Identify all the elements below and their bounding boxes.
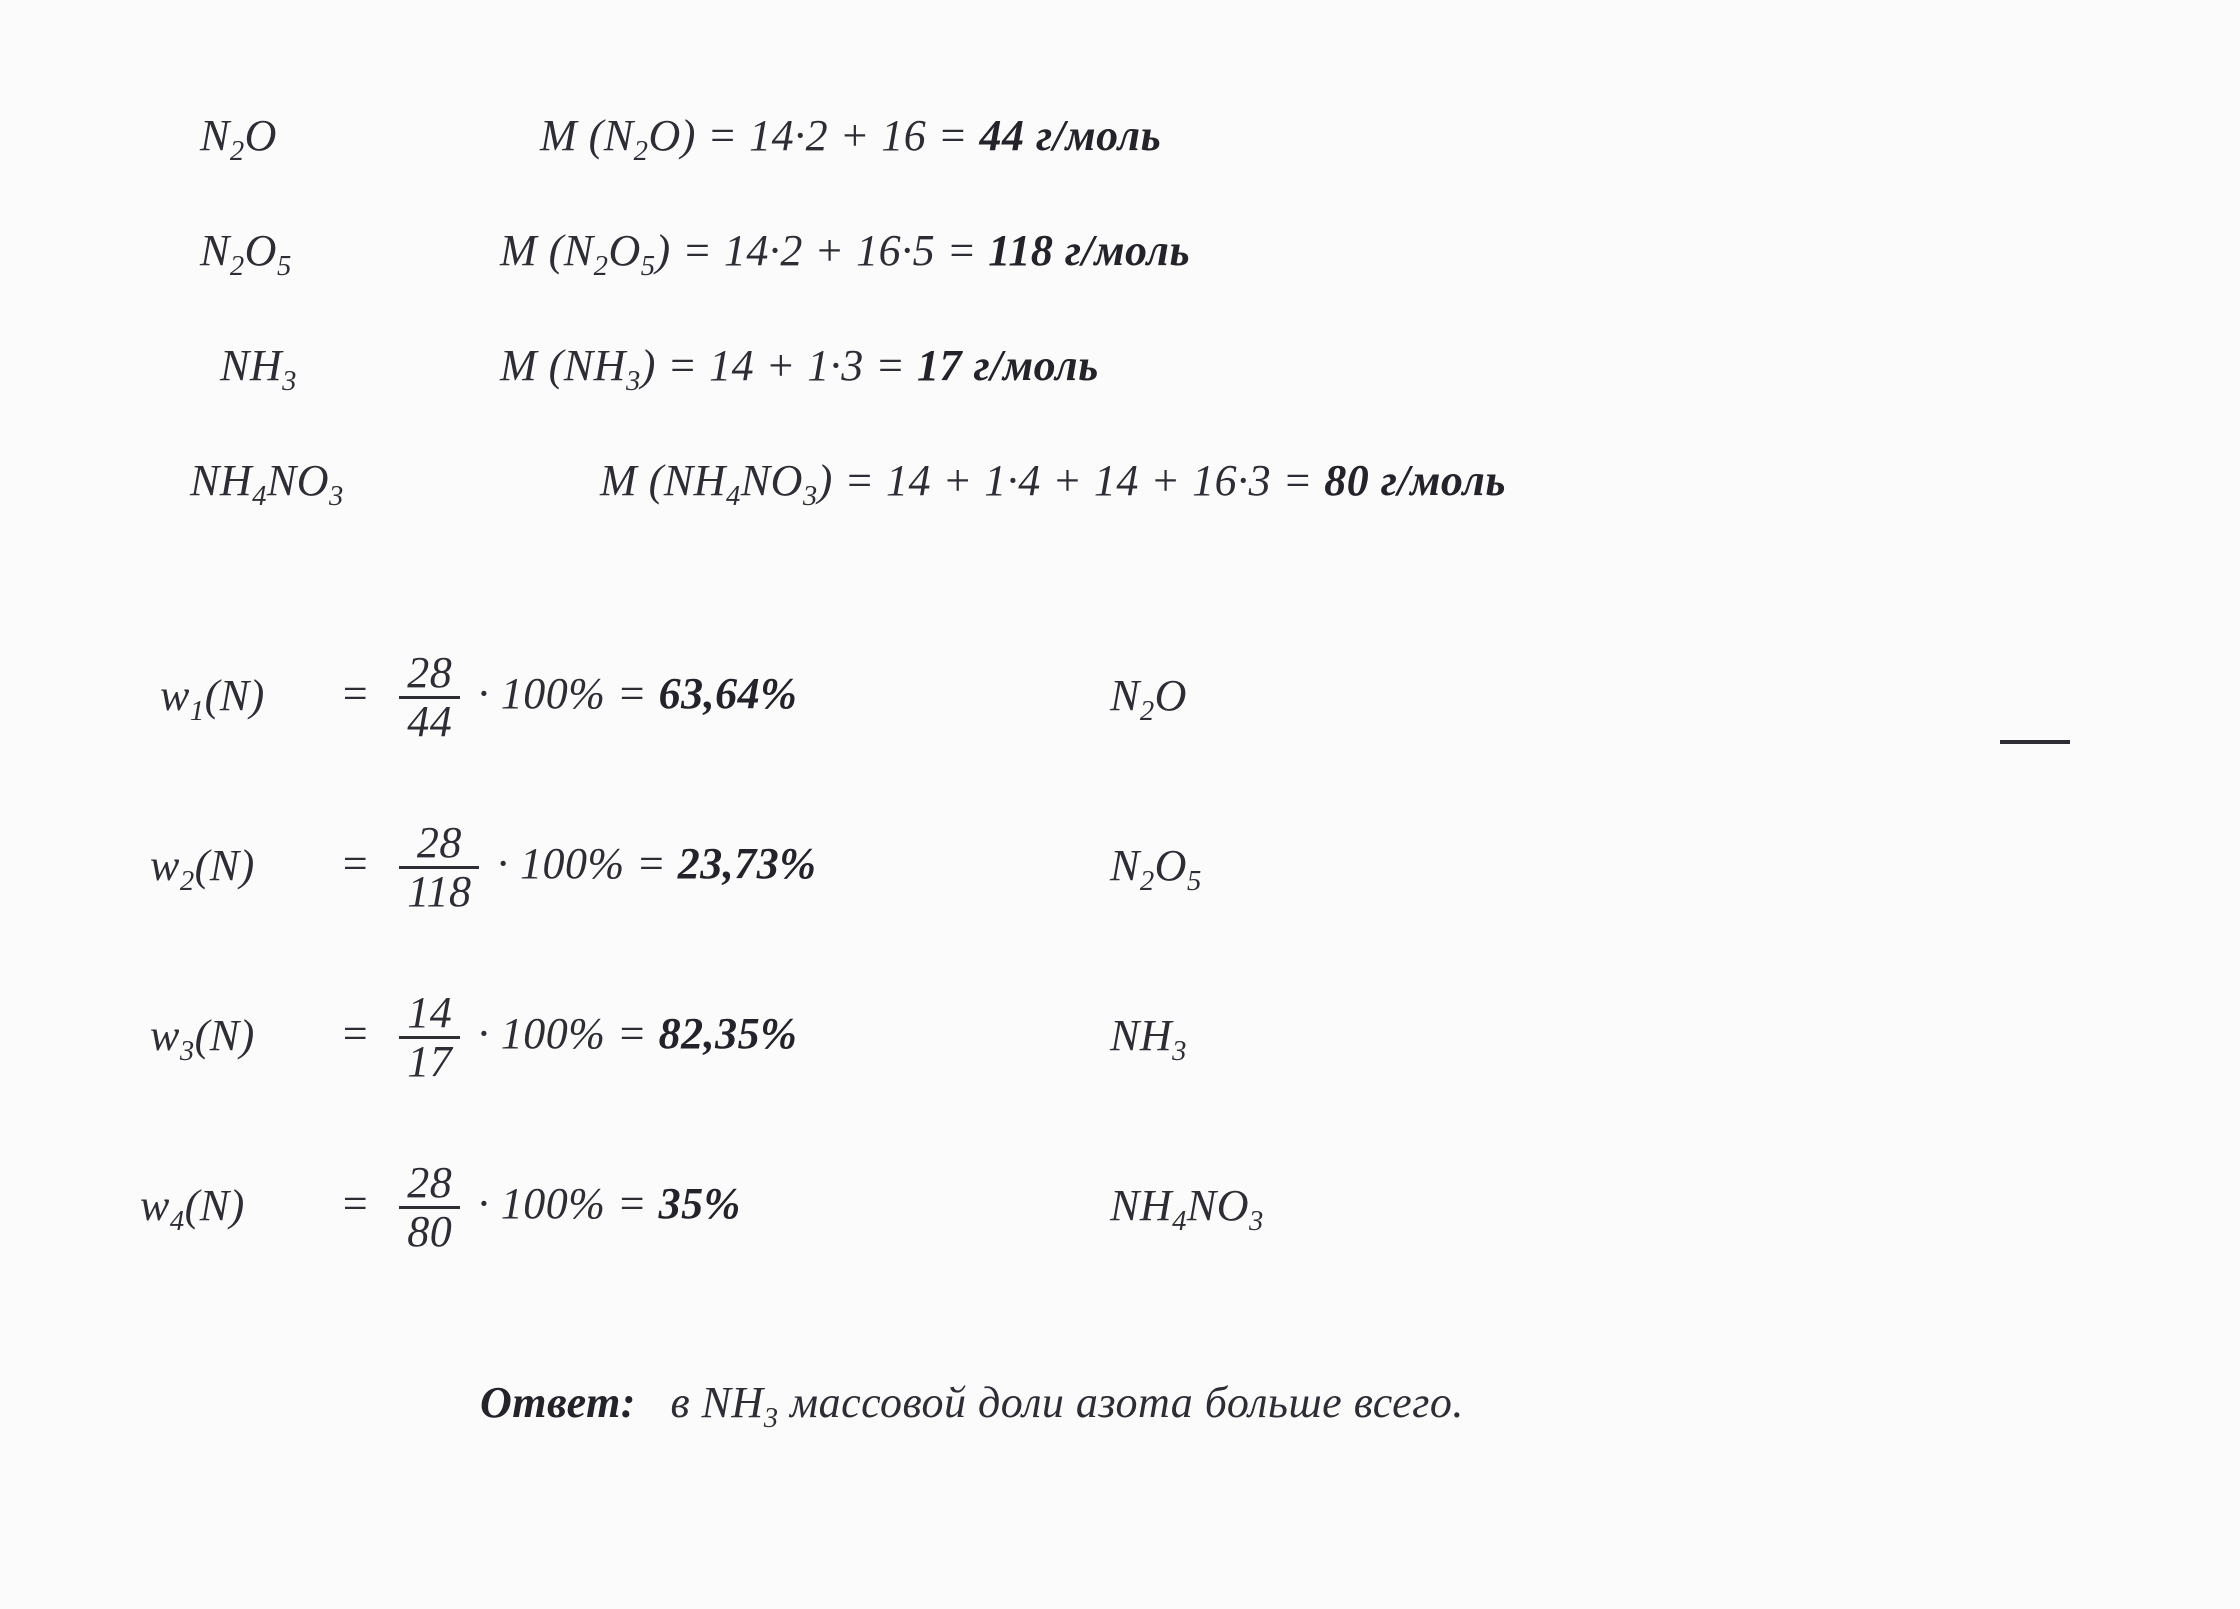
- handwritten-page: N2O M (N2O) = 14·2 + 16 = 44 г/моль N2O5…: [0, 0, 2240, 1609]
- w1-lhs: w1(N): [160, 670, 265, 728]
- w1-expr: = 28 44 · 100% = 63,64%: [340, 650, 797, 745]
- molar-mass-n2o5: M (N2O5) = 14·2 + 16·5 = 118 г/моль: [500, 225, 1190, 283]
- molar-mass-n2o: M (N2O) = 14·2 + 16 = 44 г/моль: [540, 110, 1161, 168]
- w4-compound: NH4NO3: [1110, 1180, 1264, 1238]
- fraction-icon: 28 44: [399, 650, 460, 745]
- w3-lhs: w3(N): [150, 1010, 255, 1068]
- formula-n2o5: N2O5: [200, 225, 292, 283]
- formula-nh3: NH3: [220, 340, 297, 398]
- formula-nh4no3: NH4NO3: [190, 455, 344, 513]
- w2-lhs: w2(N): [150, 840, 255, 898]
- w4-lhs: w4(N): [140, 1180, 245, 1238]
- molar-mass-nh3: M (NH3) = 14 + 1·3 = 17 г/моль: [500, 340, 1099, 398]
- w3-expr: = 14 17 · 100% = 82,35%: [340, 990, 797, 1085]
- fraction-icon: 28 118: [399, 820, 479, 915]
- answer-line: Ответ: в NH3 массовой доли азота больше …: [480, 1370, 2080, 1441]
- w4-expr: = 28 80 · 100% = 35%: [340, 1160, 741, 1255]
- w2-compound: N2O5: [1110, 840, 1202, 898]
- w2-expr: = 28 118 · 100% = 23,73%: [340, 820, 816, 915]
- fraction-icon: 28 80: [399, 1160, 460, 1255]
- molar-mass-nh4no3: M (NH4NO3) = 14 + 1·4 + 14 + 16·3 = 80 г…: [600, 455, 1506, 513]
- fraction-icon: 14 17: [399, 990, 460, 1085]
- stray-dash-icon: [2000, 740, 2070, 744]
- formula-n2o: N2O: [200, 110, 277, 168]
- w1-compound: N2O: [1110, 670, 1187, 728]
- w3-compound: NH3: [1110, 1010, 1187, 1068]
